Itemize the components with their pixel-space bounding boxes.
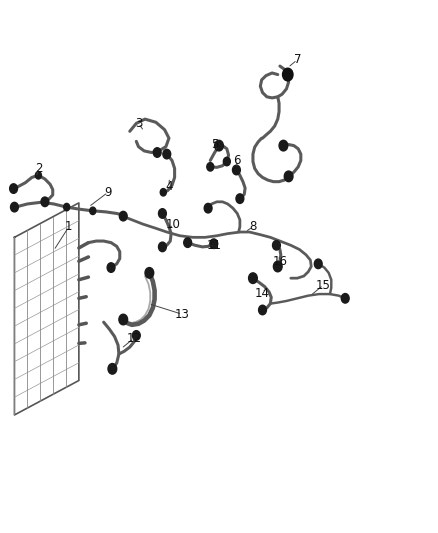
Text: 7: 7 [293, 53, 301, 66]
Circle shape [160, 189, 166, 196]
Circle shape [233, 165, 240, 175]
Circle shape [314, 259, 322, 269]
Circle shape [273, 261, 282, 272]
Text: 6: 6 [233, 154, 240, 167]
Circle shape [204, 204, 212, 213]
Circle shape [11, 203, 18, 212]
Circle shape [108, 364, 117, 374]
Circle shape [279, 140, 288, 151]
Circle shape [119, 314, 127, 325]
Text: 4: 4 [165, 181, 173, 193]
Text: 14: 14 [255, 287, 270, 300]
Circle shape [210, 239, 218, 248]
Text: 3: 3 [135, 117, 142, 130]
Circle shape [132, 330, 140, 340]
Circle shape [163, 149, 171, 159]
Text: 16: 16 [272, 255, 287, 268]
Circle shape [283, 68, 293, 81]
Text: 5: 5 [211, 138, 218, 151]
Circle shape [107, 263, 115, 272]
Circle shape [90, 207, 96, 215]
Circle shape [236, 194, 244, 204]
Text: 9: 9 [104, 186, 112, 199]
Circle shape [223, 157, 230, 166]
Circle shape [284, 171, 293, 182]
Circle shape [10, 184, 18, 193]
Text: 15: 15 [316, 279, 331, 292]
Circle shape [215, 140, 223, 151]
Circle shape [184, 238, 191, 247]
Circle shape [153, 148, 161, 157]
Text: 2: 2 [35, 162, 42, 175]
Circle shape [35, 172, 42, 179]
Circle shape [258, 305, 266, 315]
Circle shape [341, 294, 349, 303]
Circle shape [64, 204, 70, 211]
Text: 10: 10 [166, 217, 181, 231]
Circle shape [272, 240, 280, 250]
Circle shape [249, 273, 257, 284]
Circle shape [159, 242, 166, 252]
Text: 11: 11 [207, 239, 222, 252]
Circle shape [119, 212, 127, 221]
Circle shape [41, 197, 49, 207]
Text: 13: 13 [175, 308, 190, 321]
Circle shape [145, 268, 154, 278]
Circle shape [159, 209, 166, 218]
Text: 8: 8 [249, 220, 257, 233]
Text: 12: 12 [127, 332, 141, 344]
Text: 1: 1 [65, 220, 73, 233]
Circle shape [207, 163, 214, 171]
